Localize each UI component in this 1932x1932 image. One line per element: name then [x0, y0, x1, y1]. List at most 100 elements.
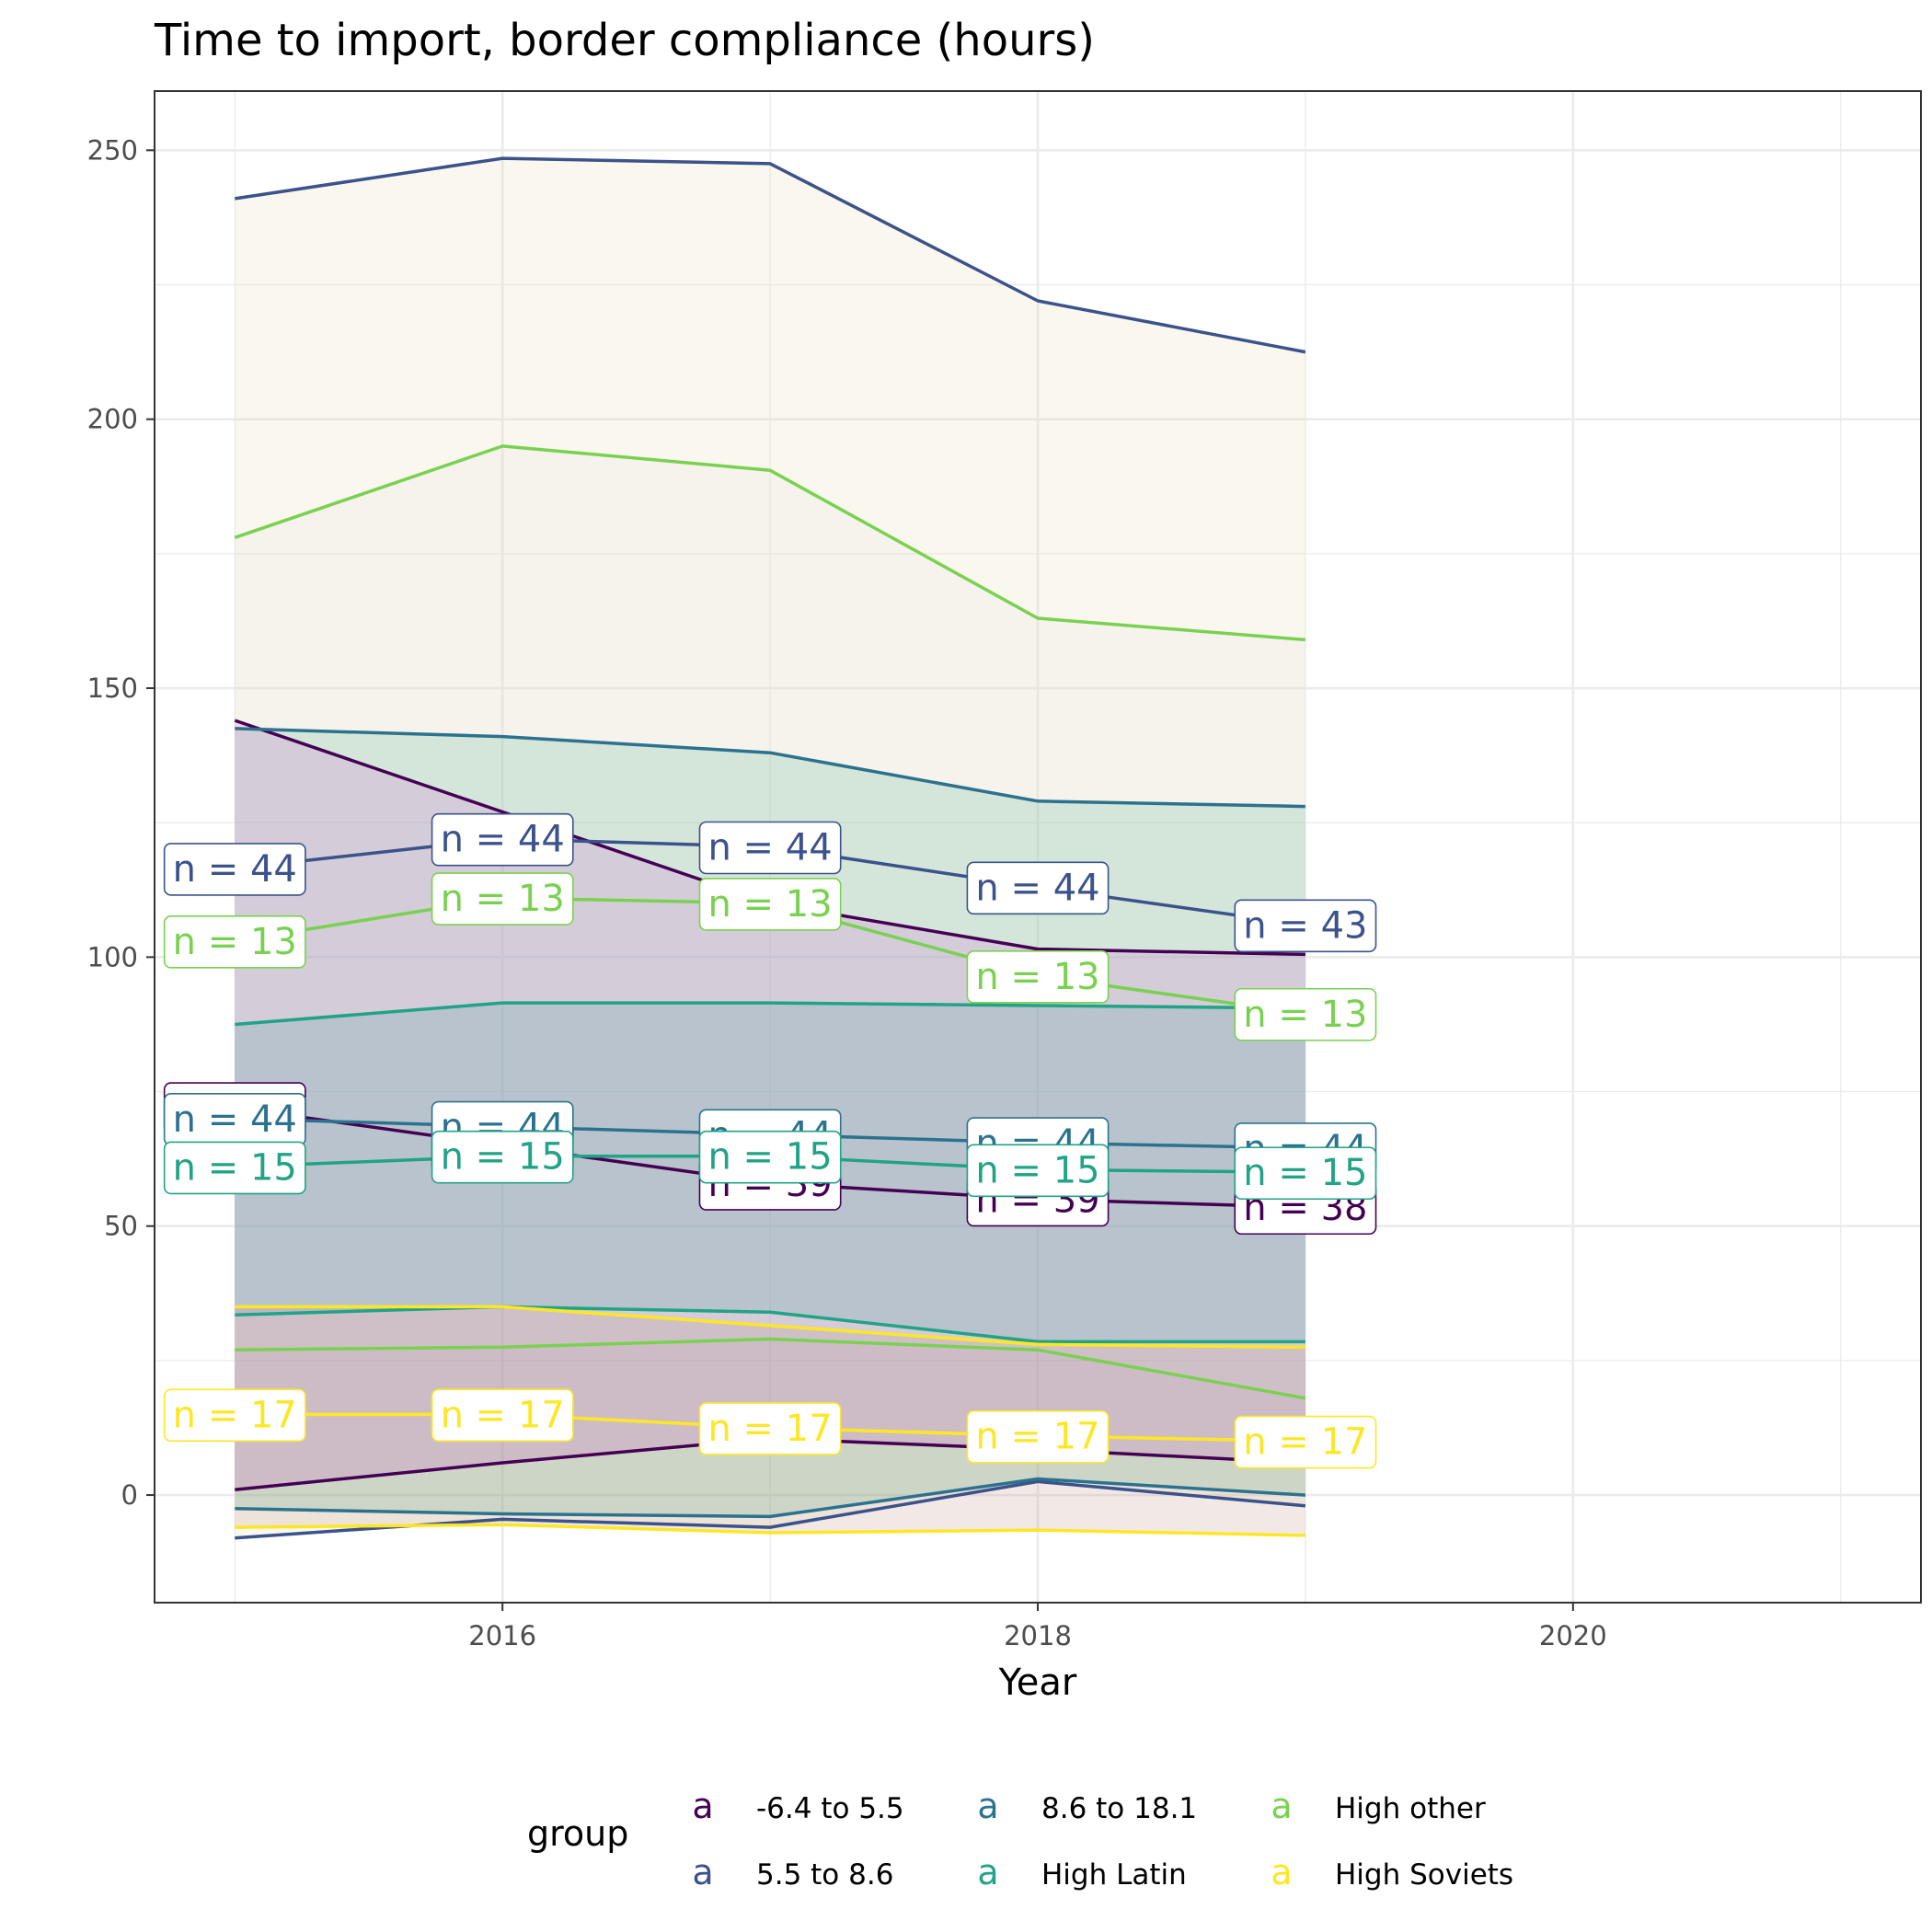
y-tick-label: 150: [87, 673, 138, 704]
n-label: n = 44: [163, 843, 306, 896]
series-line-upper: [235, 1305, 1305, 1350]
n-label-box: [966, 1409, 1110, 1464]
n-label-box: [163, 843, 306, 896]
n-label-text: n = 43: [1243, 904, 1367, 947]
n-label-box: [966, 861, 1110, 915]
n-label: n = 13: [163, 915, 306, 969]
n-label-text: n = 44: [173, 848, 297, 891]
n-label: n = 15: [698, 1130, 842, 1184]
series-line-lower: [235, 1523, 1305, 1537]
n-label-text: n = 44: [975, 867, 1099, 909]
n-label-box: [1234, 899, 1377, 953]
n-label-text: n = 17: [1243, 1421, 1367, 1464]
n-label-box: [698, 878, 842, 931]
n-label: n = 15: [1234, 1146, 1377, 1201]
legend-key-glyph: a: [692, 1852, 713, 1892]
n-label-text: n = 13: [173, 921, 297, 963]
n-label-box: [163, 915, 306, 969]
series-line-lower: [235, 1305, 1305, 1344]
n-label: n = 17: [431, 1388, 574, 1443]
legend-entry-label: High other: [1335, 1792, 1486, 1825]
n-label: n = 17: [1234, 1415, 1377, 1469]
n-label-text: n = 13: [975, 956, 1099, 998]
n-label-box: [431, 872, 574, 926]
n-label: n = 43: [1234, 899, 1377, 953]
legend: group a -6.4 to 5.5 a 5.5 to 8.6 a 8.6 to 18.…: [527, 1786, 1513, 1892]
n-label: n = 44: [698, 821, 842, 875]
n-label-text: n = 15: [975, 1149, 1099, 1191]
n-label-box: [163, 1388, 306, 1443]
n-label-text: n = 15: [441, 1136, 565, 1179]
n-label-box: [431, 1388, 574, 1443]
series-line-upper: [235, 156, 1306, 354]
x-tick-label: 2016: [468, 1620, 536, 1651]
y-tick-label: 250: [87, 134, 138, 166]
legend-key-glyph: a: [1271, 1852, 1292, 1892]
n-label-box: [966, 950, 1110, 1004]
n-label: n = 13: [698, 878, 842, 931]
x-axis: 2016 2018 2020: [468, 1603, 1607, 1651]
legend-entry-label: -6.4 to 5.5: [756, 1792, 904, 1825]
series-line-lower: [235, 1477, 1306, 1519]
n-label-box: [966, 1144, 1110, 1198]
n-label-box: [698, 821, 842, 875]
n-label: n = 44: [966, 861, 1110, 915]
n-label: n = 17: [966, 1409, 1110, 1464]
n-label: n = 13: [966, 950, 1110, 1004]
y-tick-label: 200: [87, 404, 138, 435]
series-line-lower: [235, 1337, 1306, 1400]
n-label-box: [698, 1402, 842, 1455]
n-label-text: n = 13: [441, 878, 565, 920]
n-label: n = 13: [1234, 987, 1377, 1041]
y-tick-label: 0: [121, 1479, 138, 1511]
n-label-box: [1234, 1146, 1377, 1201]
legend-entry-label: High Latin: [1041, 1858, 1187, 1892]
series-line-upper: [235, 727, 1305, 809]
legend-entry-label: High Soviets: [1335, 1858, 1513, 1892]
n-label-box: [431, 812, 574, 867]
n-label: n = 15: [431, 1130, 574, 1184]
x-tick-label: 2018: [1004, 1620, 1072, 1651]
n-label-box: [1234, 1415, 1377, 1469]
chart-title: Time to import, border compliance (hours…: [154, 15, 1095, 66]
n-label-box: [1234, 987, 1377, 1041]
n-label-text: n = 44: [707, 827, 832, 869]
n-label-box: [698, 1130, 842, 1184]
n-label-box: [163, 1141, 306, 1195]
n-label: n = 44: [431, 812, 574, 867]
legend-key-glyph: a: [977, 1786, 998, 1826]
n-label: n = 15: [966, 1144, 1110, 1198]
x-tick-label: 2020: [1539, 1620, 1607, 1651]
n-label-text: n = 13: [1243, 994, 1367, 1036]
n-label-box: [431, 1130, 574, 1184]
legend-entry-label: 8.6 to 18.1: [1041, 1792, 1197, 1825]
n-label: n = 44: [163, 1092, 306, 1146]
series-line-upper: [235, 1001, 1305, 1027]
n-label: n = 13: [431, 872, 574, 926]
n-label-text: n = 15: [1243, 1152, 1367, 1194]
n-label-text: n = 15: [173, 1146, 297, 1189]
x-axis-title: Year: [998, 1662, 1077, 1704]
n-label-text: n = 17: [975, 1416, 1099, 1458]
n-label-text: n = 17: [441, 1394, 565, 1436]
y-axis: 0 50 100 150 200 250: [87, 134, 155, 1511]
legend-key-glyph: a: [977, 1852, 998, 1892]
n-label-text: n = 17: [707, 1408, 832, 1450]
n-label-text: n = 13: [707, 883, 832, 926]
legend-entry-label: 5.5 to 8.6: [756, 1858, 893, 1892]
n-label-text: n = 17: [173, 1394, 297, 1436]
legend-key-glyph: a: [1271, 1786, 1292, 1826]
n-label: n = 15: [163, 1141, 306, 1195]
y-tick-label: 100: [87, 941, 138, 972]
n-label: n = 17: [163, 1388, 306, 1443]
n-label: n = 17: [698, 1402, 842, 1455]
n-label-text: n = 44: [173, 1098, 297, 1141]
n-labels: n = 38n = 39n = 39n = 39n = 38n = 44n = …: [163, 812, 1377, 1469]
n-label-text: n = 15: [707, 1136, 832, 1179]
legend-key-glyph: a: [692, 1786, 713, 1826]
y-tick-label: 50: [104, 1211, 138, 1242]
series-line-upper: [234, 444, 1306, 642]
n-label-text: n = 44: [441, 819, 565, 861]
legend-title: group: [527, 1813, 628, 1854]
